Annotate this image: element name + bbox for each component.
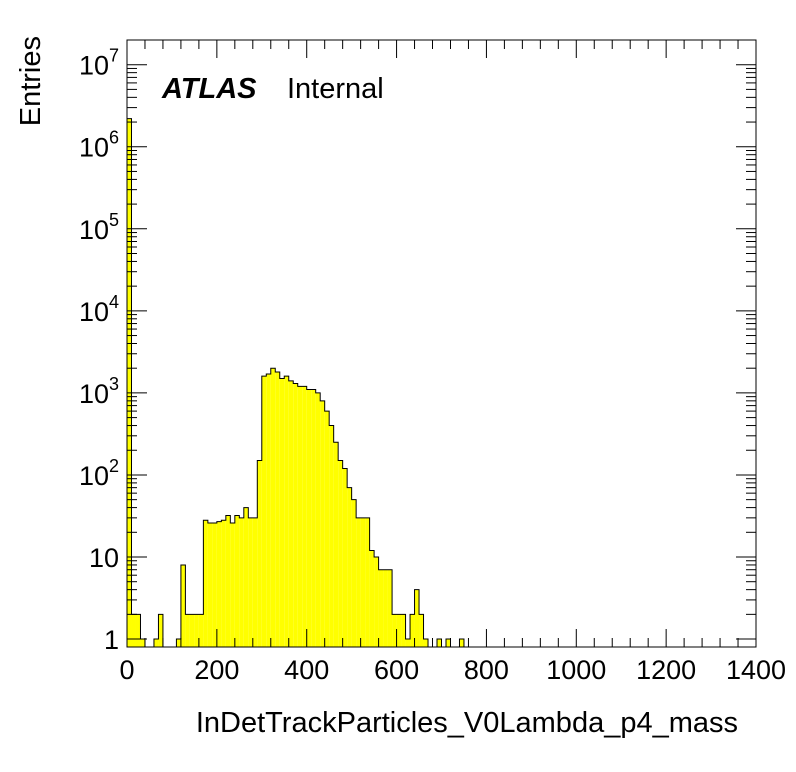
- histogram-bin: [405, 639, 411, 647]
- histogram-bin: [234, 515, 240, 647]
- histogram-bin: [257, 460, 262, 647]
- histogram-bin: [293, 383, 298, 647]
- histogram-bin: [320, 400, 325, 647]
- histogram-bin: [342, 468, 348, 647]
- y-tick-label: 102: [79, 456, 119, 491]
- histogram-bin: [194, 614, 199, 647]
- histogram-bin: [396, 614, 402, 647]
- histogram-bin: [347, 487, 352, 647]
- histogram-bin: [360, 517, 366, 647]
- histogram-bin: [437, 639, 442, 647]
- histogram-bin: [198, 614, 204, 647]
- y-tick-label: 103: [79, 374, 119, 409]
- histogram-bin: [324, 411, 330, 647]
- histogram-bin: [248, 517, 253, 647]
- histogram-bin: [131, 614, 136, 647]
- histogram-bin: [207, 522, 213, 647]
- histogram-bin: [153, 639, 159, 647]
- histogram-bin: [383, 569, 388, 647]
- histogram-bin: [392, 614, 397, 647]
- histogram-bin: [266, 373, 271, 647]
- x-tick-labels: 0 200 400 600 800 1000 1200 1400: [119, 655, 786, 685]
- histogram-bin: [261, 376, 267, 647]
- y-tick-labels: 1 10 102 103 104 105 106 107: [79, 46, 119, 655]
- histogram-bin: [351, 499, 357, 647]
- histogram-bin: [401, 614, 406, 647]
- histogram-bin: [387, 569, 393, 647]
- y-tick-label: 106: [79, 128, 119, 163]
- histogram-bin: [252, 517, 258, 647]
- y-tick-label: 10: [89, 543, 119, 573]
- histogram-bin: [243, 507, 249, 647]
- y-axis-title: Entries: [15, 36, 47, 126]
- histogram-bin: [140, 639, 145, 647]
- histogram-bin: [369, 550, 375, 647]
- histogram-bin: [459, 639, 464, 647]
- y-tick-label: 105: [79, 210, 119, 245]
- x-tick-label: 0: [119, 655, 134, 685]
- histogram-bin: [356, 517, 361, 647]
- histogram-bin: [374, 556, 379, 647]
- histogram-bin: [221, 520, 226, 647]
- experiment-label: ATLAS: [161, 73, 257, 105]
- x-tick-label: 1000: [546, 655, 606, 685]
- histogram-bin: [203, 520, 208, 647]
- histogram-bin: [306, 389, 312, 647]
- histogram-bin: [338, 460, 343, 647]
- x-tick-label: 200: [194, 655, 239, 685]
- histogram-bin: [279, 378, 285, 647]
- histogram-bin: [288, 380, 294, 647]
- histogram-bin: [414, 589, 420, 647]
- histogram-bin: [329, 425, 334, 647]
- histogram-bin: [284, 376, 289, 647]
- histogram-bin: [365, 517, 370, 647]
- x-tick-label: 1200: [636, 655, 696, 685]
- x-tick-label: 400: [284, 655, 329, 685]
- histogram-bin: [176, 639, 181, 647]
- histogram-bin: [333, 442, 339, 647]
- histogram-bin: [423, 639, 429, 647]
- histogram-bin: [275, 371, 280, 647]
- status-label: Internal: [287, 73, 384, 105]
- histogram-bin: [239, 517, 244, 647]
- histogram-bin: [270, 368, 276, 647]
- histogram-bin: [212, 522, 217, 647]
- axis-ticks: [126, 39, 757, 647]
- histogram-bin: [311, 389, 316, 647]
- x-tick-label: 800: [464, 655, 509, 685]
- histogram-bin: [185, 614, 190, 647]
- histogram-bin: [189, 614, 195, 647]
- histogram-bin: [216, 521, 222, 647]
- histogram-bin: [297, 386, 303, 647]
- histogram-bin: [158, 614, 163, 647]
- histogram-bin: [315, 392, 321, 647]
- y-tick-label: 104: [79, 292, 119, 327]
- histogram-bin: [135, 614, 141, 647]
- histogram-bin: [225, 515, 231, 647]
- y-tick-label: 107: [79, 46, 119, 81]
- histogram-bin: [127, 118, 132, 647]
- histogram-bin: [180, 564, 186, 647]
- histogram-bin: [378, 569, 384, 647]
- histogram-bin: [410, 614, 415, 647]
- y-tick-label: 1: [104, 625, 119, 655]
- histogram-bin: [230, 522, 235, 647]
- x-tick-label: 1400: [726, 655, 786, 685]
- histogram-bins: [126, 118, 756, 648]
- histogram-bin: [445, 639, 451, 647]
- histogram-bin: [419, 614, 424, 647]
- histogram-bin: [302, 386, 307, 647]
- x-axis-title: InDetTrackParticles_V0Lambda_p4_mass: [196, 707, 738, 739]
- x-tick-label: 600: [374, 655, 419, 685]
